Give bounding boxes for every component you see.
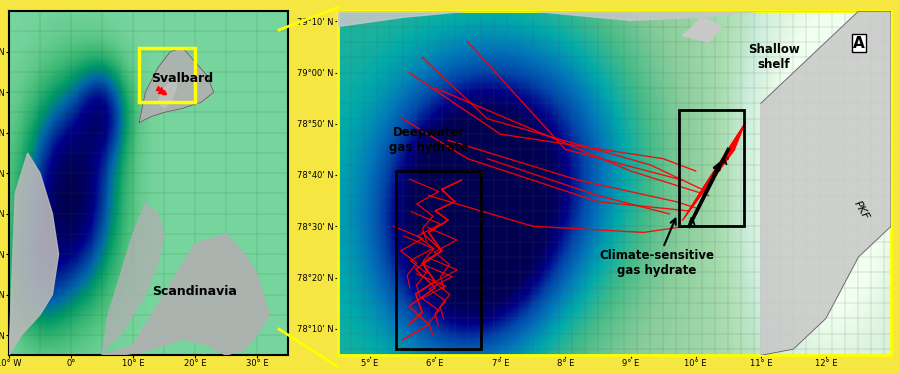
Polygon shape (760, 11, 891, 355)
Polygon shape (682, 17, 722, 42)
Text: Scandinavia: Scandinavia (153, 285, 238, 298)
Text: Svalbard: Svalbard (151, 72, 213, 85)
Text: Climate-sensitive
gas hydrate: Climate-sensitive gas hydrate (599, 249, 714, 277)
Bar (680, 110, 744, 226)
Text: PKF: PKF (852, 199, 871, 222)
Polygon shape (338, 11, 891, 27)
Bar (140, 47, 195, 102)
Text: A: A (688, 217, 696, 227)
Text: A: A (853, 36, 865, 51)
Text: Deepwater
gas hydrate: Deepwater gas hydrate (389, 126, 468, 154)
Polygon shape (140, 47, 213, 123)
Polygon shape (102, 234, 269, 355)
Text: Shallow
shelf: Shallow shelf (748, 43, 800, 71)
Polygon shape (102, 203, 164, 355)
Bar (396, 171, 481, 349)
Text: A': A' (720, 157, 731, 167)
Polygon shape (9, 153, 58, 355)
Polygon shape (158, 76, 176, 108)
